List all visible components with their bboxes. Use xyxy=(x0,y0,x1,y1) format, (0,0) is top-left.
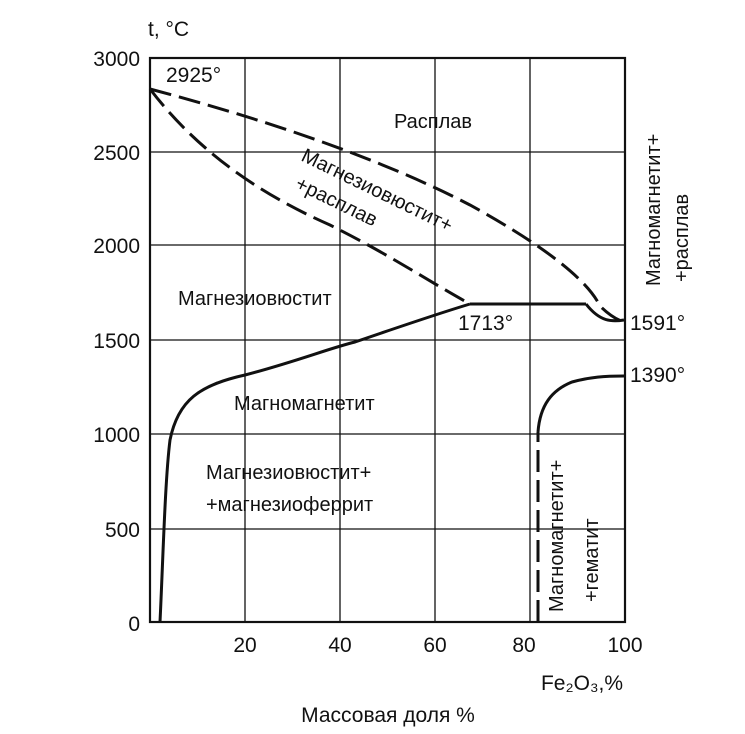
region-label-mm-melt-1: Магномагнетит+ xyxy=(643,134,665,286)
solidus-curve xyxy=(148,88,471,306)
y-tick-label: 2500 xyxy=(93,142,140,165)
region-label-mw-mf-1: Магнезиовюстит+ xyxy=(206,462,371,484)
x-tick-label: 20 xyxy=(233,634,256,657)
y-tick-label: 0 xyxy=(128,613,140,636)
region-label-mw-mf-2: +магнезиоферрит xyxy=(206,494,373,516)
magnesiowustite-boundary xyxy=(158,302,471,623)
grid xyxy=(150,58,625,622)
temp-label-1390: 1390° xyxy=(630,364,685,387)
y-axis-title: t, °C xyxy=(148,18,189,41)
dashed-curves xyxy=(148,87,625,622)
region-label-magnesiowustite: Магнезиовюстит xyxy=(178,288,332,310)
y-tick-label: 500 xyxy=(105,519,140,542)
solid-curves xyxy=(158,302,625,623)
region-label-magnomagnetite: Магномагнетит xyxy=(234,393,375,415)
region-label-mm-melt-2: +расплав xyxy=(671,194,693,282)
y-tick-label: 2000 xyxy=(93,235,140,258)
x-tick-label: 100 xyxy=(607,634,642,657)
region-label-melt: Расплав xyxy=(394,111,472,133)
x-axis-subtitle: Массовая доля % xyxy=(301,704,475,727)
x-tick-label: 40 xyxy=(328,634,351,657)
temp-label-1591: 1591° xyxy=(630,312,685,335)
magnomagnetite-boundary xyxy=(536,374,625,433)
liquidus-curve xyxy=(149,87,625,324)
plot-frame xyxy=(148,56,627,624)
temp-label-2925: 2925° xyxy=(166,64,221,87)
y-tick-label: 1500 xyxy=(93,330,140,353)
region-label-mm-hem-2: +гематит xyxy=(581,518,603,602)
x-tick-label: 80 xyxy=(512,634,535,657)
loop-curve-1591 xyxy=(584,303,625,323)
temp-label-1713: 1713° xyxy=(458,312,513,335)
region-label-mm-hem-1: Магномагнетит+ xyxy=(546,460,568,612)
y-tick-label: 3000 xyxy=(93,48,140,71)
x-axis-title: Fe₂O₃,% xyxy=(541,672,623,695)
y-tick-label: 1000 xyxy=(93,424,140,447)
x-tick-label: 60 xyxy=(423,634,446,657)
